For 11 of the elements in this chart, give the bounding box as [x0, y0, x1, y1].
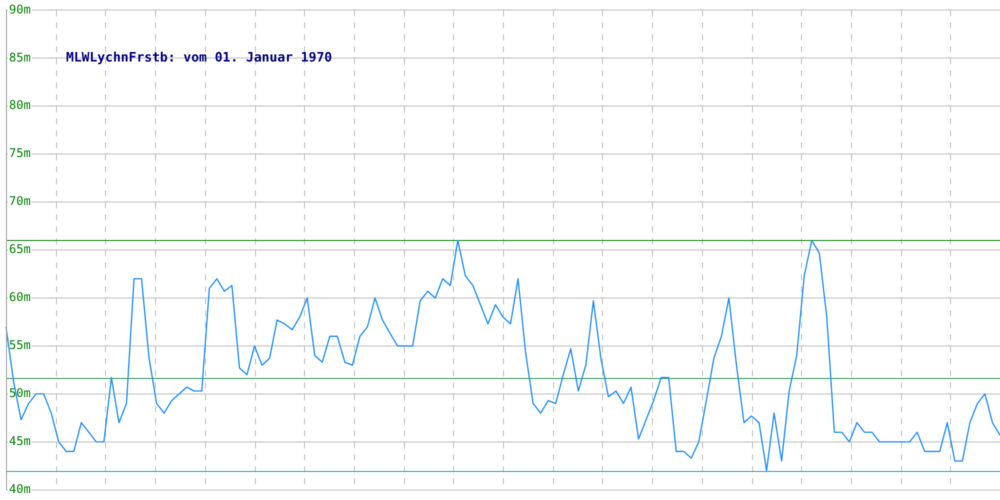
y-tick-label: 55m	[9, 338, 31, 352]
y-tick-label: 40m	[9, 482, 31, 496]
y-tick-label: 80m	[9, 98, 31, 112]
y-tick-label: 65m	[9, 242, 31, 256]
y-tick-label: 60m	[9, 290, 31, 304]
text: MLWLychnFrstb: vom 01. Januar 1970	[66, 50, 332, 66]
y-tick-label: 90m	[9, 2, 31, 16]
y-tick-label: 70m	[9, 194, 31, 208]
y-tick-label: 85m	[9, 50, 31, 64]
y-tick-label: 45m	[9, 434, 31, 448]
y-tick-label: 75m	[9, 146, 31, 160]
